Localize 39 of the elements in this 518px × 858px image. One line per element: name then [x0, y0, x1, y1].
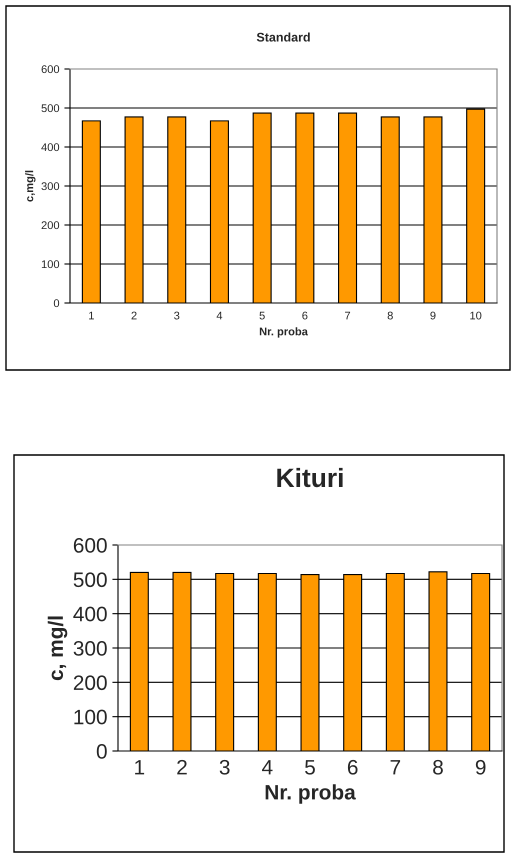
y-tick-label: 200	[74, 675, 107, 690]
y-tick-label: 500	[41, 104, 60, 112]
x-tick-label: 10	[470, 312, 482, 320]
x-tick-label: 2	[177, 760, 187, 774]
y-tick-label: 400	[73, 606, 107, 622]
x-tick-label: 9	[476, 760, 486, 775]
x-tick-label: 4	[262, 760, 273, 774]
y-axis-title: c,mg/l	[25, 170, 36, 202]
x-tick-label: 5	[260, 312, 265, 320]
y-tick-label: 300	[74, 641, 107, 656]
y-tick-label: 0	[54, 299, 60, 308]
x-tick-label: 6	[348, 760, 358, 775]
y-tick-label: 100	[42, 260, 60, 268]
y-tick-label: 600	[74, 538, 107, 553]
y-tick-label: 400	[41, 143, 60, 152]
y-tick-label: 600	[42, 65, 60, 74]
x-axis-title: Nr. proba	[260, 327, 308, 338]
y-tick-label: 100	[74, 710, 107, 724]
x-axis-title: Nr. proba	[266, 784, 356, 804]
x-tick-label: 8	[433, 760, 443, 775]
chart-title: Standard	[256, 32, 310, 42]
y-axis-title: c, mg/l	[48, 616, 68, 680]
x-tick-label: 3	[220, 760, 230, 775]
x-tick-label: 9	[430, 312, 436, 320]
x-tick-label: 3	[174, 312, 180, 320]
y-tick-label: 0	[96, 744, 107, 759]
chart-title: Kituri	[277, 468, 343, 488]
y-tick-label: 500	[74, 572, 107, 588]
y-tick-label: 300	[41, 182, 60, 190]
x-tick-label: 5	[305, 760, 315, 775]
x-tick-label: 2	[132, 312, 137, 320]
x-tick-label: 1	[135, 760, 144, 774]
x-tick-label: 7	[390, 760, 400, 774]
x-tick-label: 8	[388, 312, 393, 320]
x-tick-label: 6	[302, 312, 308, 320]
x-tick-label: 7	[345, 312, 350, 320]
x-tick-label: 1	[89, 312, 94, 320]
y-tick-label: 200	[42, 221, 60, 230]
x-tick-label: 4	[216, 312, 222, 320]
